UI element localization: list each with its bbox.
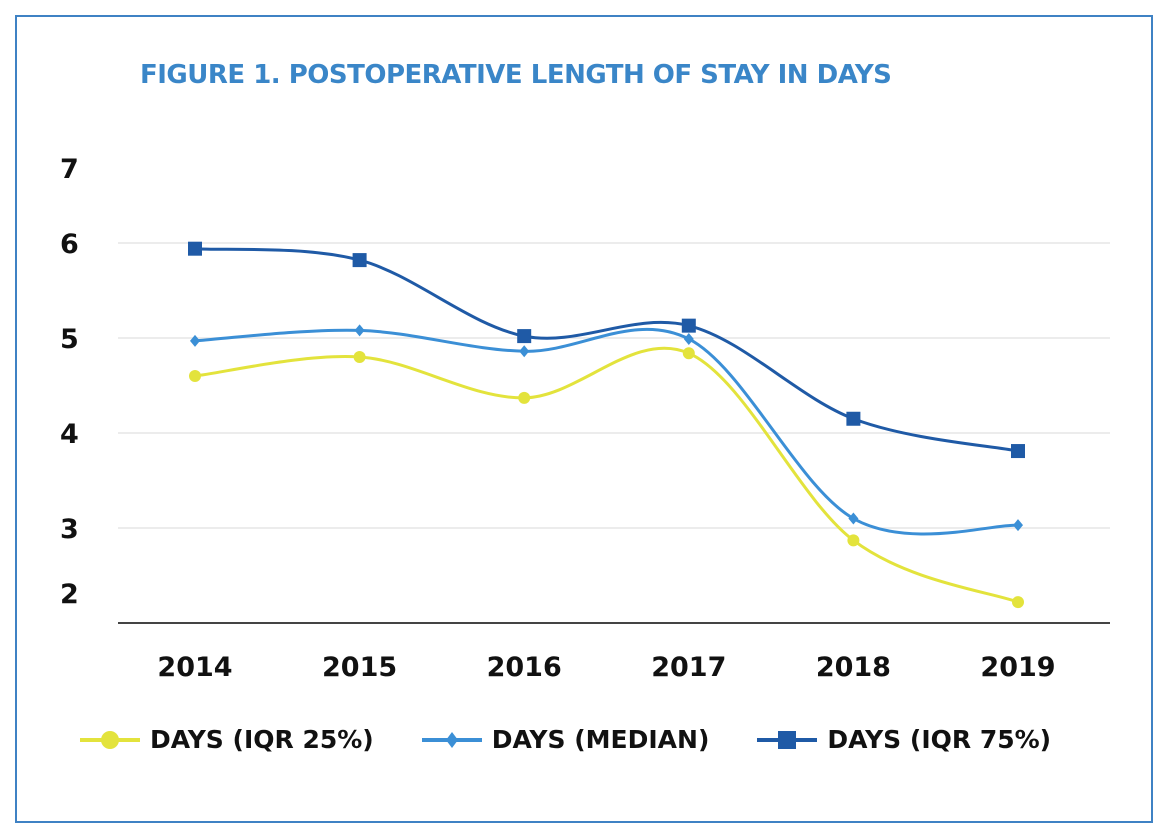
data-point: [188, 241, 202, 256]
data-point: [518, 391, 531, 404]
y-tick-label: 6: [60, 229, 79, 260]
chart-title: FIGURE 1. POSTOPERATIVE LENGTH OF STAY I…: [140, 60, 892, 90]
data-point: [681, 318, 696, 333]
x-tick-label: 2015: [322, 652, 397, 683]
data-point: [848, 512, 859, 525]
data-point: [519, 345, 530, 358]
data-point: [1013, 519, 1023, 532]
data-point: [682, 347, 695, 360]
legend-item-iqr75: DAYS (IQR 75%): [757, 725, 1051, 754]
data-point: [1012, 596, 1024, 609]
y-tick-label: 4: [60, 419, 79, 450]
data-point: [189, 370, 201, 382]
x-tick-label: 2019: [980, 652, 1055, 683]
legend-diamond-marker-icon: [421, 731, 482, 748]
legend-item-median: DAYS (MEDIAN): [421, 725, 710, 754]
figure-frame: [15, 15, 1153, 823]
x-tick-label: 2014: [157, 652, 232, 683]
series-line: [194, 346, 1019, 604]
data-point: [683, 332, 694, 345]
data-point: [354, 324, 365, 337]
data-point: [847, 534, 860, 547]
data-point: [846, 411, 861, 426]
legend: DAYS (IQR 25%) DAYS (MEDIAN) DAYS (IQR 7…: [80, 725, 1099, 754]
x-tick-label: 2017: [651, 652, 726, 683]
data-point: [353, 351, 366, 363]
series-line: [194, 247, 1019, 453]
y-tick-label: 3: [60, 514, 79, 545]
legend-circle-marker-icon: [80, 730, 140, 749]
x-tick-label: 2016: [487, 652, 562, 683]
data-point: [1011, 444, 1025, 459]
line-chart: 2 3 4 5 6 7 2014 2015 2016 2017 2018 2019: [60, 154, 1110, 683]
y-tick-label: 2: [60, 579, 79, 610]
data-point: [190, 334, 200, 347]
legend-square-marker-icon: [757, 730, 818, 749]
series-line: [194, 327, 1019, 536]
y-tick-label: 7: [60, 154, 79, 185]
x-tick-label: 2018: [816, 652, 891, 683]
legend-label: DAYS (MEDIAN): [491, 725, 710, 754]
legend-item-iqr25: DAYS (IQR 25%): [80, 725, 374, 754]
data-point: [517, 329, 532, 344]
y-tick-label: 5: [60, 324, 79, 355]
data-point: [352, 253, 367, 268]
legend-label: DAYS (IQR 25%): [150, 725, 374, 754]
legend-label: DAYS (IQR 75%): [827, 725, 1052, 754]
